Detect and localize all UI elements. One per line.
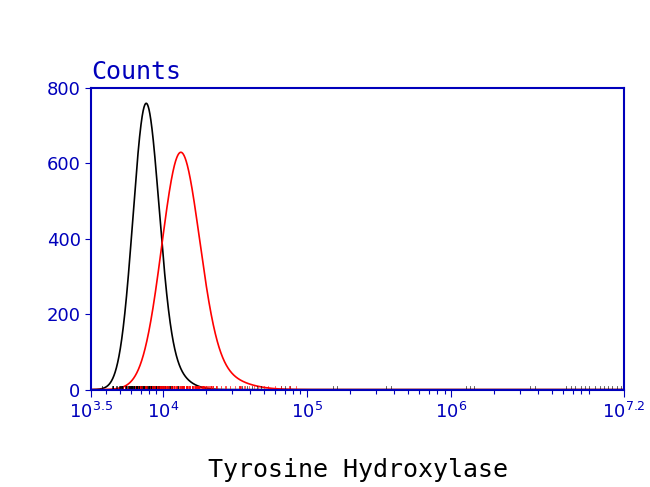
- Text: Counts: Counts: [91, 60, 181, 84]
- Text: Tyrosine Hydroxylase
-Alexa Fluor 488: Tyrosine Hydroxylase -Alexa Fluor 488: [207, 458, 508, 487]
